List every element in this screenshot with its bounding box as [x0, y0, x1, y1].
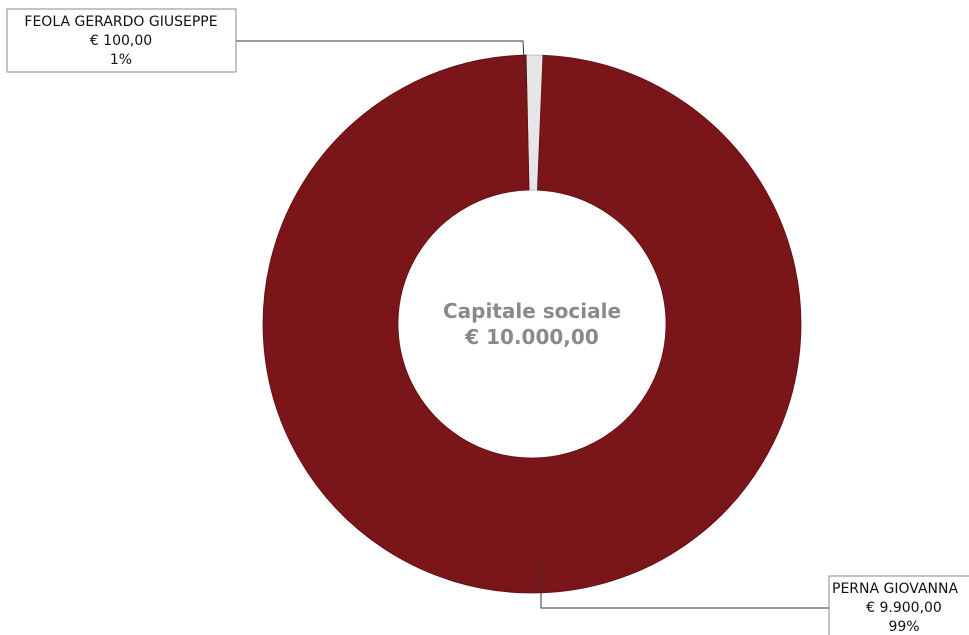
slice-label-perna: PERNA GIOVANNA € 9.900,00 99% — [540, 566, 969, 635]
center-label: Capitale sociale € 10.000,00 — [443, 299, 621, 349]
donut-slices — [262, 54, 802, 594]
label-box-perna — [828, 575, 969, 635]
center-title: Capitale sociale — [443, 299, 621, 323]
donut-slice-perna — [262, 54, 802, 594]
slice-percent-perna: 99% — [888, 619, 919, 635]
slice-label-feola: FEOLA GERARDO GIUSEPPE € 100,00 1% — [6, 8, 526, 83]
leader-line-perna — [540, 566, 829, 609]
slice-amount-perna: € 9.900,00 — [866, 600, 942, 616]
slice-amount-feola: € 100,00 — [90, 33, 152, 49]
leader-line-feola — [236, 40, 526, 83]
slice-name-perna: PERNA GIOVANNA — [832, 581, 958, 597]
slice-name-feola: FEOLA GERARDO GIUSEPPE — [24, 14, 217, 30]
center-total: € 10.000,00 — [464, 325, 599, 349]
slice-percent-feola: 1% — [110, 52, 132, 68]
label-box-feola — [6, 8, 237, 73]
